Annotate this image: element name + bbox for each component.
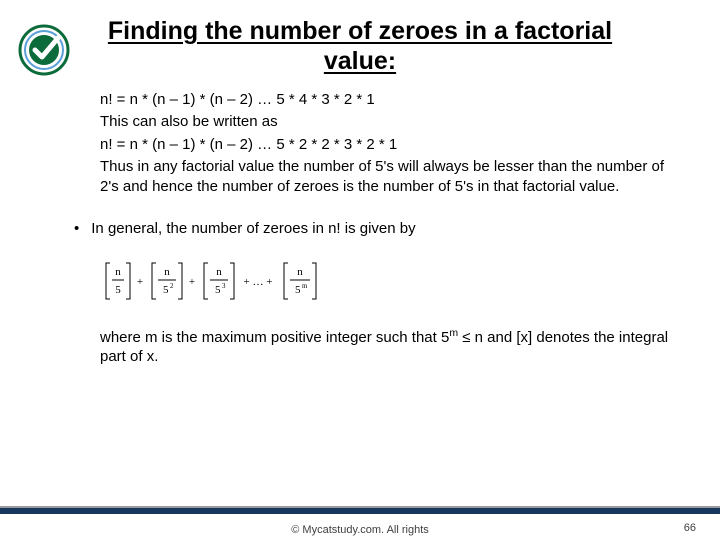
svg-text:5: 5 [215,284,221,296]
svg-text:n: n [216,266,222,278]
body-line-2: This can also be written as [100,112,680,132]
formula: n 5 + n 5 2 + [100,253,680,319]
bullet-text: In general, the number of zeroes in n! i… [91,219,415,239]
footer-bar [0,506,720,514]
closing-a: where m is the maximum positive integer … [100,329,449,346]
svg-text:m: m [302,282,308,290]
svg-text:2: 2 [170,282,174,290]
bullet-item: • In general, the number of zeroes in n!… [74,219,680,239]
body-line-1: n! = n * (n – 1) * (n – 2) … 5 * 4 * 3 *… [100,90,680,110]
svg-text:n: n [164,266,170,278]
closing-exp: m [449,327,458,339]
svg-text:n: n [297,266,303,278]
svg-text:5: 5 [163,284,169,296]
body-line-4: Thus in any factorial value the number o… [100,157,680,198]
svg-text:+: + [137,276,143,288]
svg-text:n: n [115,266,121,278]
closing-text: where m is the maximum positive integer … [100,319,680,367]
footer-copyright: © Mycatstudy.com. All rights [0,524,720,536]
svg-text:3: 3 [222,282,226,290]
logo-icon [18,24,70,76]
bullet-marker: • [74,219,79,239]
page-number: 66 [684,522,696,534]
svg-text:5: 5 [115,284,121,296]
slide-title: Finding the number of zeroes in a factor… [0,0,720,80]
svg-text:+: + [189,276,195,288]
svg-text:5: 5 [295,284,301,296]
svg-text:+ … +: + … + [244,276,273,288]
body-line-3: n! = n * (n – 1) * (n – 2) … 5 * 2 * 2 *… [100,135,680,155]
content-area: n! = n * (n – 1) * (n – 2) … 5 * 4 * 3 *… [0,80,720,367]
